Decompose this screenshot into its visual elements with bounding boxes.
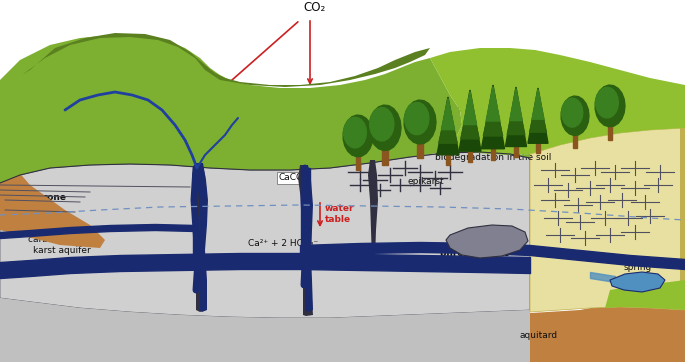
Polygon shape bbox=[605, 280, 685, 310]
Text: Ca²⁺ + 2 HCO₃⁻: Ca²⁺ + 2 HCO₃⁻ bbox=[248, 240, 319, 248]
Polygon shape bbox=[404, 100, 436, 144]
Polygon shape bbox=[561, 96, 589, 135]
Polygon shape bbox=[437, 97, 459, 155]
Text: vadose zone: vadose zone bbox=[3, 194, 66, 202]
Polygon shape bbox=[459, 90, 481, 151]
Polygon shape bbox=[405, 102, 429, 135]
Polygon shape bbox=[356, 148, 360, 170]
Polygon shape bbox=[491, 138, 495, 160]
Text: CO₂: CO₂ bbox=[304, 1, 326, 14]
Polygon shape bbox=[608, 118, 612, 140]
Polygon shape bbox=[514, 136, 518, 157]
Polygon shape bbox=[197, 163, 208, 312]
Polygon shape bbox=[486, 87, 500, 121]
Text: water
table: water table bbox=[325, 204, 355, 224]
Text: spring: spring bbox=[624, 263, 652, 272]
Polygon shape bbox=[417, 135, 423, 158]
Polygon shape bbox=[469, 140, 472, 162]
Polygon shape bbox=[595, 85, 625, 127]
Polygon shape bbox=[446, 225, 528, 258]
Polygon shape bbox=[446, 144, 450, 165]
Polygon shape bbox=[562, 98, 583, 127]
Polygon shape bbox=[0, 148, 105, 248]
Text: freshwater: freshwater bbox=[237, 264, 293, 273]
Text: CO₂: CO₂ bbox=[300, 133, 320, 143]
Polygon shape bbox=[368, 160, 378, 260]
Polygon shape bbox=[507, 94, 525, 135]
Polygon shape bbox=[441, 98, 455, 130]
Polygon shape bbox=[530, 94, 547, 132]
Text: carbonate rock
karst aquifer: carbonate rock karst aquifer bbox=[28, 235, 96, 255]
Text: H₂O: H₂O bbox=[228, 133, 248, 143]
Text: biodegradation in the soil: biodegradation in the soil bbox=[435, 153, 551, 163]
Polygon shape bbox=[0, 290, 685, 362]
Polygon shape bbox=[301, 165, 313, 312]
Polygon shape bbox=[298, 165, 313, 316]
Polygon shape bbox=[22, 33, 430, 87]
Polygon shape bbox=[344, 117, 366, 148]
Polygon shape bbox=[484, 93, 503, 136]
Text: cave: cave bbox=[473, 236, 495, 244]
Polygon shape bbox=[370, 108, 394, 141]
Polygon shape bbox=[482, 85, 504, 149]
Polygon shape bbox=[382, 141, 388, 165]
Polygon shape bbox=[463, 92, 477, 125]
Polygon shape bbox=[506, 87, 527, 147]
Polygon shape bbox=[0, 35, 462, 183]
Text: CaCO₃: CaCO₃ bbox=[279, 173, 308, 182]
Polygon shape bbox=[461, 97, 480, 139]
Polygon shape bbox=[573, 127, 577, 148]
Text: aquitard: aquitard bbox=[12, 195, 50, 205]
Text: phreatic zone: phreatic zone bbox=[440, 248, 510, 257]
Polygon shape bbox=[528, 88, 548, 143]
Polygon shape bbox=[0, 152, 530, 318]
Polygon shape bbox=[192, 163, 207, 312]
Polygon shape bbox=[530, 128, 685, 312]
Text: epikarst: epikarst bbox=[408, 177, 445, 186]
Polygon shape bbox=[445, 152, 530, 158]
Polygon shape bbox=[510, 88, 522, 121]
Text: aquitard: aquitard bbox=[520, 331, 558, 340]
Polygon shape bbox=[369, 105, 401, 151]
Polygon shape bbox=[530, 115, 685, 155]
Polygon shape bbox=[439, 104, 458, 143]
Polygon shape bbox=[596, 87, 619, 118]
Polygon shape bbox=[536, 134, 540, 153]
Polygon shape bbox=[680, 128, 685, 310]
Polygon shape bbox=[0, 298, 530, 362]
Text: photosynthesis: photosynthesis bbox=[455, 105, 524, 114]
Polygon shape bbox=[532, 89, 544, 119]
Polygon shape bbox=[610, 272, 665, 292]
Polygon shape bbox=[430, 48, 685, 155]
Polygon shape bbox=[343, 115, 373, 157]
